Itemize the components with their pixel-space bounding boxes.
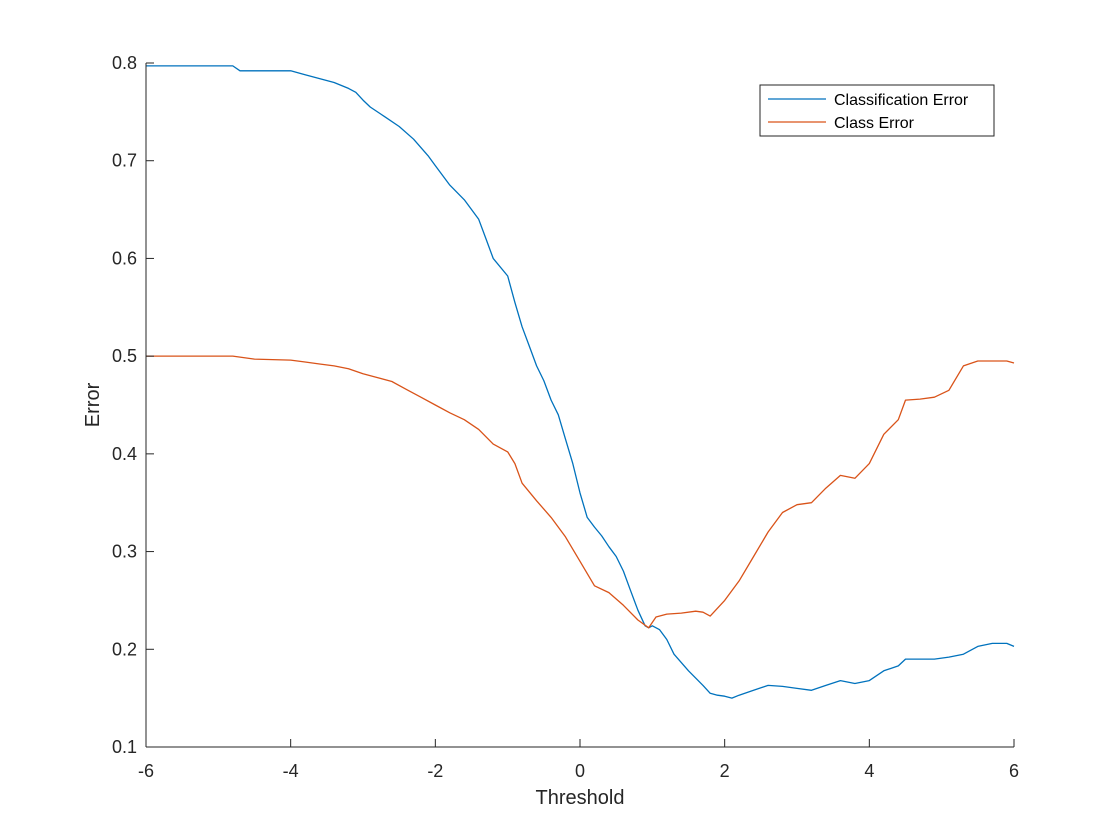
- x-ticks: -6 -4 -2 0 2 4 6: [138, 739, 1019, 781]
- y-tick-label: 0.4: [112, 444, 137, 464]
- y-tick-label: 0.7: [112, 151, 137, 171]
- legend-box: [759, 84, 995, 137]
- y-tick-label: 0.5: [112, 346, 137, 366]
- x-tick-label: -2: [427, 761, 443, 781]
- x-tick-label: -4: [283, 761, 299, 781]
- series-line-class-error: [146, 355, 1015, 629]
- y-ticks: 0.1 0.2 0.3 0.4 0.5 0.6 0.7 0.8: [112, 53, 154, 757]
- plot-background: [146, 63, 1014, 747]
- x-tick-label: 6: [1009, 761, 1019, 781]
- x-tick-label: 4: [864, 761, 874, 781]
- y-tick-label: 0.6: [112, 248, 137, 268]
- y-tick-label: 0.8: [112, 53, 137, 73]
- x-axis-title: Threshold: [536, 787, 625, 809]
- y-tick-label: 0.3: [112, 542, 137, 562]
- y-axis-title: Error: [82, 382, 104, 427]
- series-line-classification-error: [146, 65, 1015, 699]
- series-layer: [146, 65, 1015, 699]
- y-tick-label: 0.1: [112, 737, 137, 757]
- legend-label-class-error: Class Error: [834, 115, 915, 132]
- y-tick-label: 0.2: [112, 639, 137, 659]
- x-tick-label: -6: [138, 761, 154, 781]
- x-tick-label: 2: [720, 761, 730, 781]
- legend-label-classification-error: Classification Error: [834, 92, 969, 109]
- x-tick-label: 0: [575, 761, 585, 781]
- legend: Classification Error Class Error: [759, 84, 995, 137]
